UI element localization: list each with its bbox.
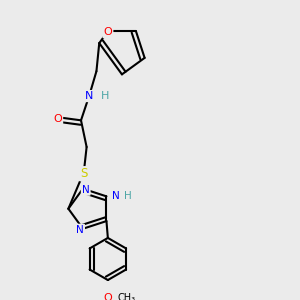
Text: N: N: [112, 191, 120, 201]
Text: H: H: [124, 191, 132, 201]
Text: N: N: [85, 91, 94, 101]
Text: O: O: [103, 27, 112, 37]
Text: S: S: [80, 167, 88, 180]
Text: N: N: [76, 225, 84, 235]
Text: CH₃: CH₃: [117, 293, 135, 300]
Text: N: N: [82, 185, 90, 195]
Text: O: O: [103, 293, 112, 300]
Text: H: H: [101, 91, 109, 101]
Text: O: O: [53, 113, 62, 124]
